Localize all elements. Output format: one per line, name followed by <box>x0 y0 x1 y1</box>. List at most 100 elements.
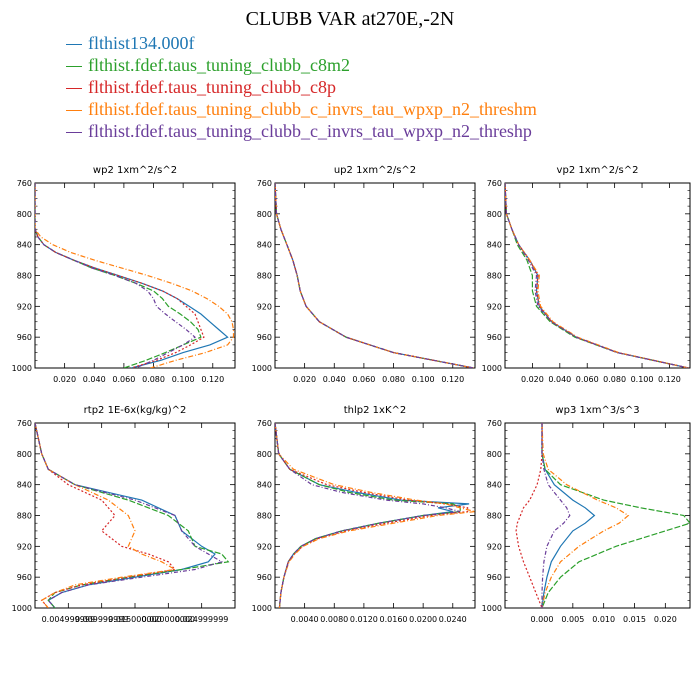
y-tick-label: 920 <box>17 302 32 311</box>
series-line <box>275 183 474 368</box>
x-tick-label: 0.0160 <box>380 615 408 624</box>
y-tick-label: 760 <box>17 179 32 188</box>
x-tick-label: 0.080 <box>382 375 405 384</box>
series-line <box>275 423 469 608</box>
x-tick-label: 0.020 <box>521 375 544 384</box>
y-tick-label: 760 <box>257 419 272 428</box>
legend-label: flthist.fdef.taus_tuning_clubb_c_invrs_t… <box>88 99 537 119</box>
y-tick-label: 960 <box>17 573 32 582</box>
panel-title: rtp2 1E-6x(kg/kg)^2 <box>84 405 187 416</box>
legend-label: flthist.fdef.taus_tuning_clubb_c8m2 <box>88 55 350 75</box>
y-tick-label: 960 <box>487 573 502 582</box>
y-tick-label: 840 <box>487 481 502 490</box>
x-tick-label: 0.015000000 <box>108 615 161 624</box>
y-tick-label: 1000 <box>482 604 502 613</box>
x-tick-label: 0.100 <box>172 375 195 384</box>
x-tick-label: 0.020 <box>53 375 76 384</box>
x-tick-label: 0.040 <box>548 375 571 384</box>
series-line <box>541 423 596 608</box>
x-tick-label: 0.009999999 <box>75 615 128 624</box>
series-line <box>275 423 461 608</box>
chart-panel: up2 1xm^2/s^2 760 800 840 880 920 960 1000 0.020… <box>252 165 476 384</box>
legend-swatch <box>66 110 82 112</box>
series-line <box>515 423 543 608</box>
x-tick-label: 0.0200 <box>409 615 437 624</box>
series-line <box>505 183 689 368</box>
x-tick-label: 0.024999999 <box>175 615 228 624</box>
y-tick-label: 960 <box>257 573 272 582</box>
x-tick-label: 0.0040 <box>291 615 319 624</box>
series-line <box>505 183 689 368</box>
series-line <box>35 183 229 368</box>
y-tick-label: 880 <box>487 512 502 521</box>
x-tick-label: 0.000 <box>531 615 554 624</box>
y-tick-label: 960 <box>17 333 32 342</box>
y-tick-label: 840 <box>257 481 272 490</box>
x-tick-label: 0.004999999 <box>42 615 95 624</box>
y-tick-label: 880 <box>487 272 502 281</box>
x-tick-label: 0.0120 <box>350 615 378 624</box>
y-tick-label: 800 <box>17 210 32 219</box>
legend-label: flthist.fdef.taus_tuning_clubb_c8p <box>88 77 336 97</box>
panel-title: wp2 1xm^2/s^2 <box>93 165 177 176</box>
panel-frame <box>34 422 236 609</box>
panel-title: vp2 1xm^2/s^2 <box>557 165 639 176</box>
series-line <box>275 183 474 368</box>
x-tick-label: 0.015 <box>623 615 646 624</box>
x-tick-label: 0.020 <box>293 375 316 384</box>
x-tick-label: 0.040 <box>323 375 346 384</box>
y-tick-label: 760 <box>17 419 32 428</box>
series-line <box>275 183 474 368</box>
y-tick-label: 800 <box>257 450 272 459</box>
x-tick-label: 0.040 <box>83 375 106 384</box>
legend-label: flthist134.000f <box>88 33 195 53</box>
x-tick-label: 0.080 <box>142 375 165 384</box>
y-tick-label: 880 <box>257 272 272 281</box>
y-tick-label: 960 <box>257 333 272 342</box>
series-line <box>35 183 235 368</box>
y-tick-label: 840 <box>487 241 502 250</box>
chart-panel: vp2 1xm^2/s^2 760 800 840 880 920 960 1000 0.020… <box>482 165 691 384</box>
y-tick-label: 880 <box>257 512 272 521</box>
legend-swatch <box>66 44 82 46</box>
series-line <box>35 183 196 368</box>
legend-item: flthist.fdef.taus_tuning_clubb_c_invrs_t… <box>66 120 537 142</box>
series-line <box>35 423 230 608</box>
series-line <box>541 423 690 608</box>
x-tick-label: 0.020000000 <box>142 615 195 624</box>
y-tick-label: 800 <box>257 210 272 219</box>
x-tick-label: 0.120 <box>441 375 464 384</box>
series-line <box>35 423 224 608</box>
panel-title: thlp2 1xK^2 <box>344 405 407 416</box>
legend-item: flthist.fdef.taus_tuning_clubb_c_invrs_t… <box>66 98 537 120</box>
y-tick-label: 840 <box>17 481 32 490</box>
chart-panel: rtp2 1E-6x(kg/kg)^2 760 800 840 880 920 960 100… <box>12 405 236 624</box>
y-tick-label: 1000 <box>12 364 32 373</box>
legend-item: flthist.fdef.taus_tuning_clubb_c8p <box>66 76 537 98</box>
x-tick-label: 0.100 <box>631 375 654 384</box>
legend-swatch <box>66 66 82 68</box>
legend-item: flthist134.000f <box>66 32 537 54</box>
y-tick-label: 920 <box>17 542 32 551</box>
series-line <box>35 423 177 608</box>
x-tick-label: 0.0240 <box>439 615 467 624</box>
series-line <box>275 183 474 368</box>
y-tick-label: 1000 <box>252 364 272 373</box>
y-tick-label: 800 <box>487 450 502 459</box>
y-tick-label: 920 <box>257 542 272 551</box>
y-tick-label: 840 <box>17 241 32 250</box>
y-tick-label: 920 <box>487 542 502 551</box>
panel-frame <box>34 182 236 369</box>
series-line <box>275 183 474 368</box>
chart-panel: wp2 1xm^2/s^2 760 800 840 880 920 960 1000 0.020… <box>12 165 236 384</box>
series-line <box>35 423 216 608</box>
x-tick-label: 0.0080 <box>320 615 348 624</box>
panel-frame <box>504 422 691 609</box>
figure-title: CLUBB VAR at270E,-2N <box>245 8 455 30</box>
y-tick-label: 1000 <box>252 604 272 613</box>
panel-title: wp3 1xm^3/s^3 <box>555 405 639 416</box>
x-tick-label: 0.010 <box>592 615 615 624</box>
x-tick-label: 0.120 <box>201 375 224 384</box>
